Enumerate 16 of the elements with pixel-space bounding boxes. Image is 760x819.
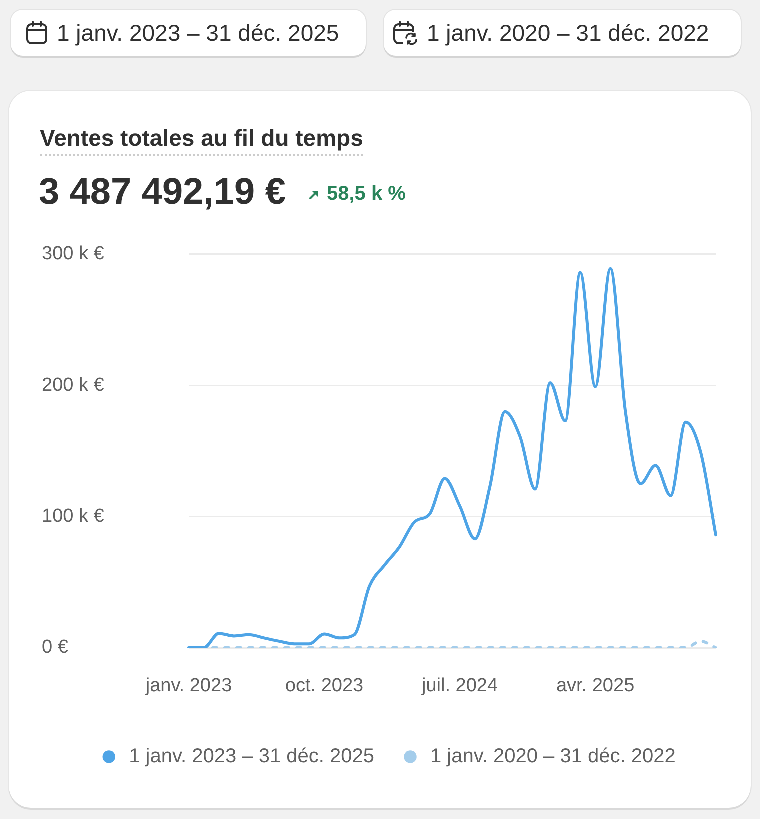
line-series xyxy=(188,267,718,648)
chart-title: Ventes totales au fil du temps xyxy=(40,125,364,156)
text: 58,5 k % xyxy=(327,183,406,206)
chart-subtitle: 3 487 492,19 € xyxy=(39,171,286,213)
x-tick-label: janv. 2023 xyxy=(144,676,232,697)
text: 1 janv. 2020 – 31 déc. 2022 xyxy=(427,20,710,46)
x-tick-label: juil. 2024 xyxy=(420,676,498,697)
text: 1 janv. 2023 – 31 déc. 2025 xyxy=(57,20,340,46)
y-tick-label: 300 k € xyxy=(42,244,105,265)
x-tick-label: oct. 2023 xyxy=(285,676,364,697)
legend-label: 1 janv. 2020 – 31 déc. 2022 xyxy=(430,746,676,768)
y-tick-label: 0 € xyxy=(42,637,69,658)
y-tick-label: 100 k € xyxy=(42,506,105,528)
x-tick-label: avr. 2025 xyxy=(556,676,635,697)
legend-label: 1 janv. 2023 – 31 déc. 2025 xyxy=(129,746,375,768)
y-tick-label: 200 k € xyxy=(42,374,105,396)
